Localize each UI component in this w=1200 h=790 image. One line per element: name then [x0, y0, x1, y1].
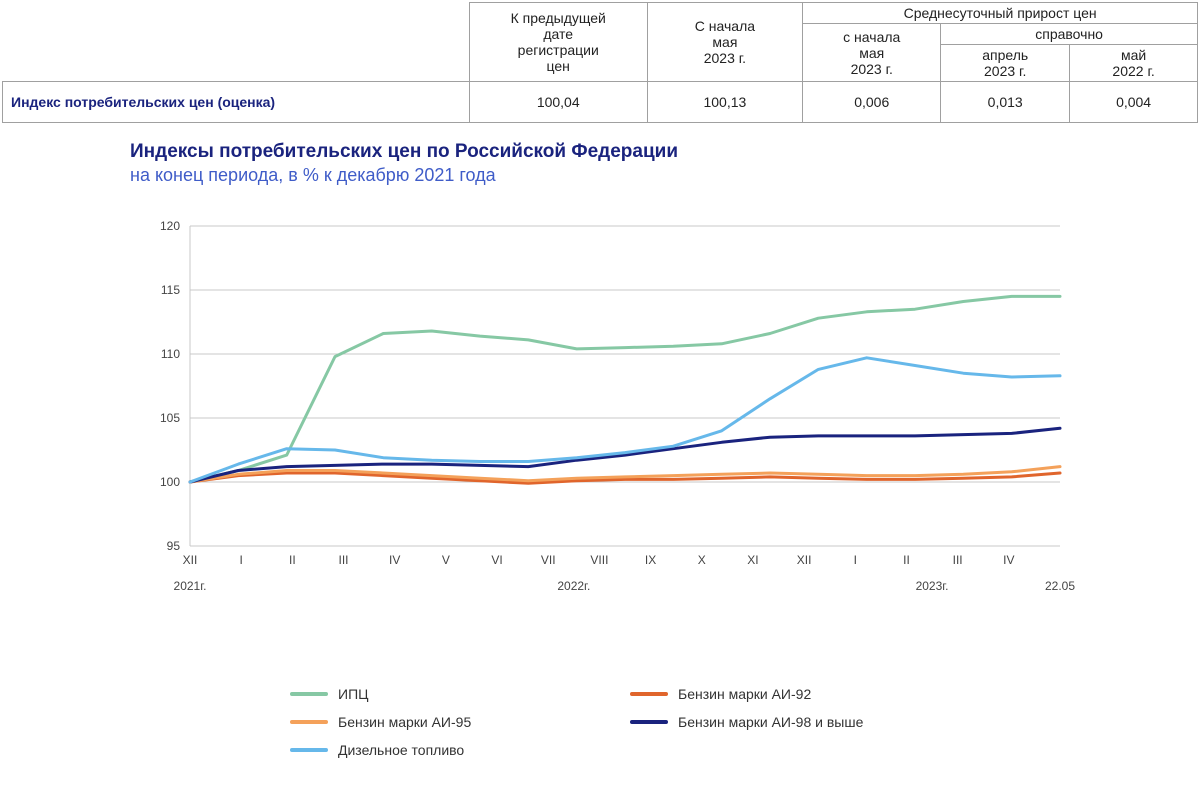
svg-text:X: X	[698, 553, 706, 567]
svg-text:105: 105	[160, 411, 180, 425]
th-group-b2: май 2022 г.	[1070, 45, 1198, 82]
svg-text:IV: IV	[1003, 553, 1014, 567]
svg-text:2022г.: 2022г.	[557, 579, 590, 593]
svg-text:IV: IV	[389, 553, 400, 567]
th-col2-l1: С начала	[695, 18, 755, 34]
legend-item: Бензин марки АИ-98 и выше	[630, 714, 950, 730]
legend-label: Бензин марки АИ-95	[338, 714, 471, 730]
th-col1: К предыдущей дате регистрации цен	[469, 3, 647, 82]
th-group-b2-l2: 2022 г.	[1112, 63, 1154, 79]
svg-text:120: 120	[160, 219, 180, 233]
line-chart: XIIIIIIIIIVVVIVIIVIIIIXXXIXIIIIIIIIIV202…	[130, 216, 1090, 656]
svg-text:III: III	[339, 553, 349, 567]
chart-subtitle: на конец периода, в % к декабрю 2021 год…	[130, 165, 1200, 186]
th-col1-l4: цен	[547, 58, 570, 74]
legend-swatch	[290, 720, 328, 724]
val-3: 0,013	[941, 82, 1070, 123]
th-col2-l2: мая	[712, 34, 737, 50]
svg-text:VII: VII	[541, 553, 556, 567]
th-group-b1: апрель 2023 г.	[941, 45, 1070, 82]
legend-swatch	[630, 720, 668, 724]
th-col1-l2: дате	[543, 26, 573, 42]
legend-swatch	[290, 748, 328, 752]
svg-text:I: I	[240, 553, 243, 567]
svg-text:II: II	[903, 553, 910, 567]
th-group-b1-l1: апрель	[982, 47, 1028, 63]
th-group-a-l2: мая	[859, 45, 884, 61]
svg-text:VIII: VIII	[590, 553, 608, 567]
th-group-b2-l1: май	[1121, 47, 1146, 63]
chart-legend: ИПЦ Бензин марки АИ-92 Бензин марки АИ-95 Б…	[290, 686, 1200, 758]
svg-text:VI: VI	[491, 553, 502, 567]
th-group-a: с начала мая 2023 г.	[803, 24, 941, 82]
legend-item: Бензин марки АИ-92	[630, 686, 950, 702]
th-col2-l3: 2023 г.	[704, 50, 746, 66]
legend-label: Бензин марки АИ-92	[678, 686, 811, 702]
row-label: Индекс потребительских цен (оценка)	[3, 82, 470, 123]
val-1: 100,13	[647, 82, 803, 123]
th-col2: С начала мая 2023 г.	[647, 3, 803, 82]
svg-text:I: I	[854, 553, 857, 567]
val-4: 0,004	[1070, 82, 1198, 123]
legend-label: Дизельное топливо	[338, 742, 464, 758]
svg-text:95: 95	[167, 539, 181, 553]
svg-text:II: II	[289, 553, 296, 567]
th-col1-l3: регистрации	[518, 42, 599, 58]
svg-text:100: 100	[160, 475, 180, 489]
th-group-a-l3: 2023 г.	[851, 61, 893, 77]
th-group-b-top: справочно	[941, 24, 1198, 45]
th-col1-l1: К предыдущей	[511, 10, 606, 26]
svg-text:2021г.: 2021г.	[174, 579, 207, 593]
legend-label: Бензин марки АИ-98 и выше	[678, 714, 863, 730]
legend-item: Дизельное топливо	[290, 742, 610, 758]
val-0: 100,04	[469, 82, 647, 123]
cpi-table: К предыдущей дате регистрации цен С нача…	[2, 2, 1198, 123]
legend-item: Бензин марки АИ-95	[290, 714, 610, 730]
th-group-top: Среднесуточный прирост цен	[803, 3, 1198, 24]
svg-text:115: 115	[161, 283, 180, 297]
th-group-a-l1: с начала	[843, 29, 900, 45]
legend-swatch	[290, 692, 328, 696]
svg-text:XI: XI	[747, 553, 758, 567]
legend-swatch	[630, 692, 668, 696]
svg-text:XII: XII	[183, 553, 198, 567]
legend-label: ИПЦ	[338, 686, 368, 702]
svg-text:IX: IX	[645, 553, 656, 567]
chart-container: XIIIIIIIIIVVVIVIIVIIIIXXXIXIIIIIIIIIV202…	[130, 216, 1200, 758]
svg-text:22.05: 22.05	[1045, 579, 1075, 593]
svg-text:110: 110	[161, 347, 180, 361]
svg-text:2023г.: 2023г.	[916, 579, 949, 593]
legend-item: ИПЦ	[290, 686, 610, 702]
val-2: 0,006	[803, 82, 941, 123]
th-group-b1-l2: 2023 г.	[984, 63, 1026, 79]
svg-text:XII: XII	[797, 553, 812, 567]
svg-text:V: V	[442, 553, 450, 567]
svg-text:III: III	[953, 553, 963, 567]
chart-title: Индексы потребительских цен по Российско…	[130, 141, 1200, 163]
